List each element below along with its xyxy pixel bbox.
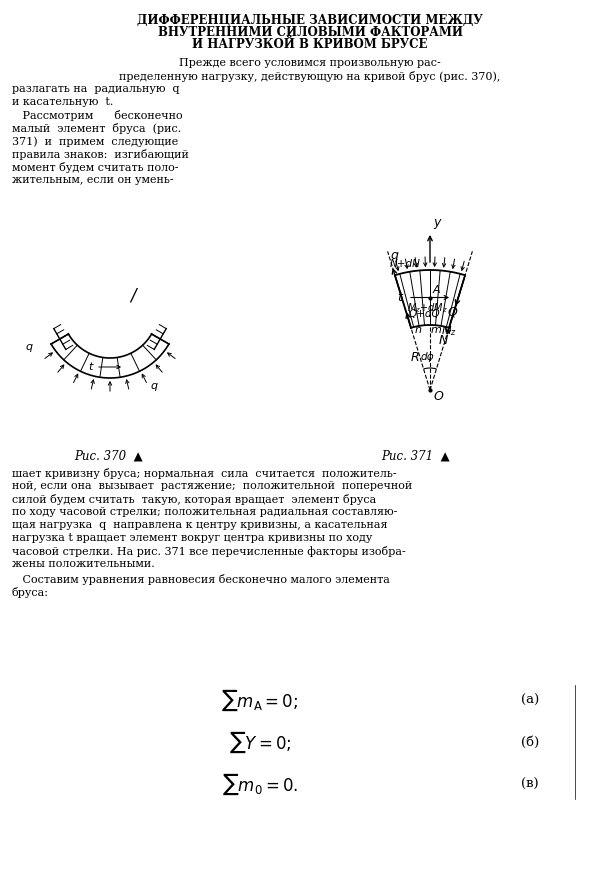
Text: и касательную  t.: и касательную t. [12, 97, 113, 107]
Text: t: t [398, 291, 402, 304]
Text: n: n [415, 325, 422, 335]
Text: жительным, если он умень-: жительным, если он умень- [12, 175, 173, 185]
Text: шает кривизну бруса; нормальная  сила  считается  положитель-: шает кривизну бруса; нормальная сила счи… [12, 468, 396, 479]
Text: $\sum m_{\mathrm{A}} = 0;$: $\sum m_{\mathrm{A}} = 0;$ [221, 687, 299, 713]
Polygon shape [51, 334, 169, 378]
Text: N+dN: N+dN [390, 260, 421, 269]
Text: силой будем считать  такую, которая вращает  элемент бруса: силой будем считать такую, которая враща… [12, 494, 376, 505]
Text: y: y [433, 216, 440, 229]
Text: N: N [439, 334, 448, 348]
Text: t: t [88, 362, 92, 372]
Text: $M_z$: $M_z$ [441, 324, 457, 338]
Text: (в): (в) [521, 778, 539, 790]
Text: разлагать на  радиальную  q: разлагать на радиальную q [12, 84, 179, 94]
Text: q: q [150, 381, 158, 392]
Text: И НАГРУЗКОЙ В КРИВОМ БРУСЕ: И НАГРУЗКОЙ В КРИВОМ БРУСЕ [192, 38, 428, 51]
Text: m: m [430, 325, 441, 335]
Text: Рис. 370  ▲: Рис. 370 ▲ [74, 450, 142, 463]
Text: правила знаков:  изгибающий: правила знаков: изгибающий [12, 149, 189, 160]
Text: Составим уравнения равновесия бесконечно малого элемента: Составим уравнения равновесия бесконечно… [12, 574, 390, 585]
Text: 371)  и  примем  следующие: 371) и примем следующие [12, 136, 178, 147]
Text: Q+dQ: Q+dQ [409, 310, 440, 319]
Text: момент будем считать поло-: момент будем считать поло- [12, 162, 179, 173]
Polygon shape [395, 270, 465, 328]
Text: A: A [433, 284, 441, 295]
Text: /: / [130, 286, 136, 304]
Text: (а): (а) [521, 693, 539, 707]
Text: нагрузка t вращает элемент вокруг центра кривизны по ходу: нагрузка t вращает элемент вокруг центра… [12, 533, 372, 543]
Text: Q: Q [448, 305, 457, 318]
Text: малый  элемент  бруса  (рис.: малый элемент бруса (рис. [12, 123, 181, 134]
Text: жены положительными.: жены положительными. [12, 559, 155, 569]
Text: ДИФФЕРЕНЦИАЛЬНЫЕ ЗАВИСИМОСТИ МЕЖДУ: ДИФФЕРЕНЦИАЛЬНЫЕ ЗАВИСИМОСТИ МЕЖДУ [137, 14, 483, 27]
Text: по ходу часовой стрелки; положительная радиальная составляю-: по ходу часовой стрелки; положительная р… [12, 507, 398, 517]
Text: $\sum Y = 0;$: $\sum Y = 0;$ [229, 730, 291, 755]
Text: q: q [26, 341, 33, 351]
Text: Рассмотрим      бесконечно: Рассмотрим бесконечно [12, 110, 183, 121]
Text: R: R [411, 351, 419, 364]
Text: Прежде всего условимся произвольную рас-: Прежде всего условимся произвольную рас- [179, 58, 441, 68]
Text: $M_z$$+dM_z$: $M_z$$+dM_z$ [408, 301, 448, 315]
Text: (б): (б) [521, 736, 539, 749]
Text: щая нагрузка  q  направлена к центру кривизны, а касательная: щая нагрузка q направлена к центру криви… [12, 520, 388, 530]
Text: ВНУТРЕННИМИ СИЛОВЫМИ ФАКТОРАМИ: ВНУТРЕННИМИ СИЛОВЫМИ ФАКТОРАМИ [158, 26, 463, 39]
Text: Рис. 371  ▲: Рис. 371 ▲ [381, 450, 450, 463]
Text: $\sum m_0 = 0.$: $\sum m_0 = 0.$ [222, 772, 298, 796]
Text: пределенную нагрузку, действующую на кривой брус (рис. 370),: пределенную нагрузку, действующую на кри… [119, 71, 501, 82]
Text: бруса:: бруса: [12, 587, 49, 598]
Text: dφ: dφ [420, 352, 434, 362]
Text: O: O [434, 390, 444, 403]
Text: ной, если она  вызывает  растяжение;  положительной  поперечной: ной, если она вызывает растяжение; полож… [12, 481, 412, 491]
Text: часовой стрелки. На рис. 371 все перечисленные факторы изобра-: часовой стрелки. На рис. 371 все перечис… [12, 546, 406, 557]
Text: q: q [391, 249, 399, 261]
